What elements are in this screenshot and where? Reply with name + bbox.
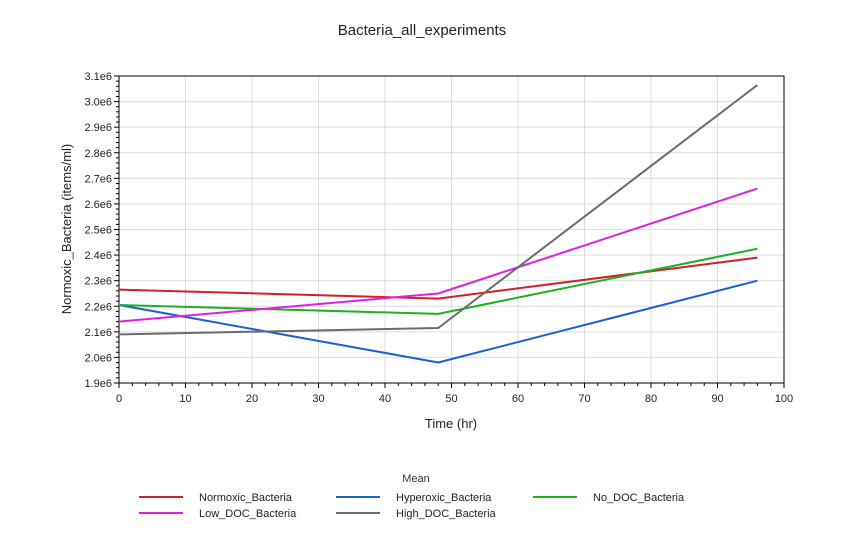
y-tick-label: 2.2e6 xyxy=(84,301,112,313)
x-tick-label: 50 xyxy=(445,393,457,405)
y-axis-label: Normoxic_Bacteria (items/ml) xyxy=(59,144,74,314)
legend-label-high-doc-bacteria: High_DOC_Bacteria xyxy=(396,508,497,520)
legend-label-normoxic-bacteria: Normoxic_Bacteria xyxy=(199,492,293,504)
x-axis-label: Time (hr) xyxy=(425,416,477,431)
series-line-low-doc-bacteria xyxy=(118,187,758,323)
x-tick-label: 70 xyxy=(578,393,590,405)
x-tick-label: 10 xyxy=(179,393,191,405)
y-tick-label: 2.6e6 xyxy=(84,199,112,211)
x-tick-label: 80 xyxy=(645,393,657,405)
y-tick-label: 3.1e6 xyxy=(84,71,112,83)
y-tick-label: 3.0e6 xyxy=(84,97,112,109)
x-tick-label: 0 xyxy=(116,393,122,405)
y-tick-label: 2.4e6 xyxy=(84,250,112,262)
series-lines xyxy=(118,84,759,364)
y-tick-label: 2.8e6 xyxy=(84,148,112,160)
grid xyxy=(118,75,785,384)
x-tick-label: 20 xyxy=(246,393,258,405)
y-tick-label: 2.1e6 xyxy=(84,327,112,339)
y-tick-label: 2.9e6 xyxy=(84,122,112,134)
series-line-hyperoxic-bacteria xyxy=(118,279,758,364)
legend-label-no-doc-bacteria: No_DOC_Bacteria xyxy=(593,492,685,504)
series-line-no-doc-bacteria xyxy=(118,247,758,315)
chart-title: Bacteria_all_experiments xyxy=(338,22,506,39)
y-tick-label: 1.9e6 xyxy=(84,378,112,390)
x-tick-label: 100 xyxy=(775,393,793,405)
x-tick-label: 40 xyxy=(379,393,391,405)
y-tick-label: 2.5e6 xyxy=(84,225,112,237)
series-line-high-doc-bacteria xyxy=(118,84,759,336)
y-axis: 1.9e6 2.0e6 2.1e6 2.2e6 2.3e6 2.4e6 2.5e6 2.6e6… xyxy=(84,71,119,390)
legend-label-hyperoxic-bacteria: Hyperoxic_Bacteria xyxy=(396,492,492,504)
x-tick-label: 60 xyxy=(512,393,524,405)
x-tick-label: 90 xyxy=(711,393,723,405)
x-axis: 0 10 20 30 40 50 60 70 80 90 100 xyxy=(116,383,793,405)
x-tick-label: 30 xyxy=(312,393,324,405)
y-tick-label: 2.3e6 xyxy=(84,276,112,288)
legend: Mean Normoxic_Bacteria Hyperoxic_Bacteria… xyxy=(139,473,685,520)
legend-label-low-doc-bacteria: Low_DOC_Bacteria xyxy=(199,508,297,520)
y-tick-label: 2.0e6 xyxy=(84,352,112,364)
legend-title: Mean xyxy=(402,473,430,485)
y-tick-label: 2.7e6 xyxy=(84,173,112,185)
